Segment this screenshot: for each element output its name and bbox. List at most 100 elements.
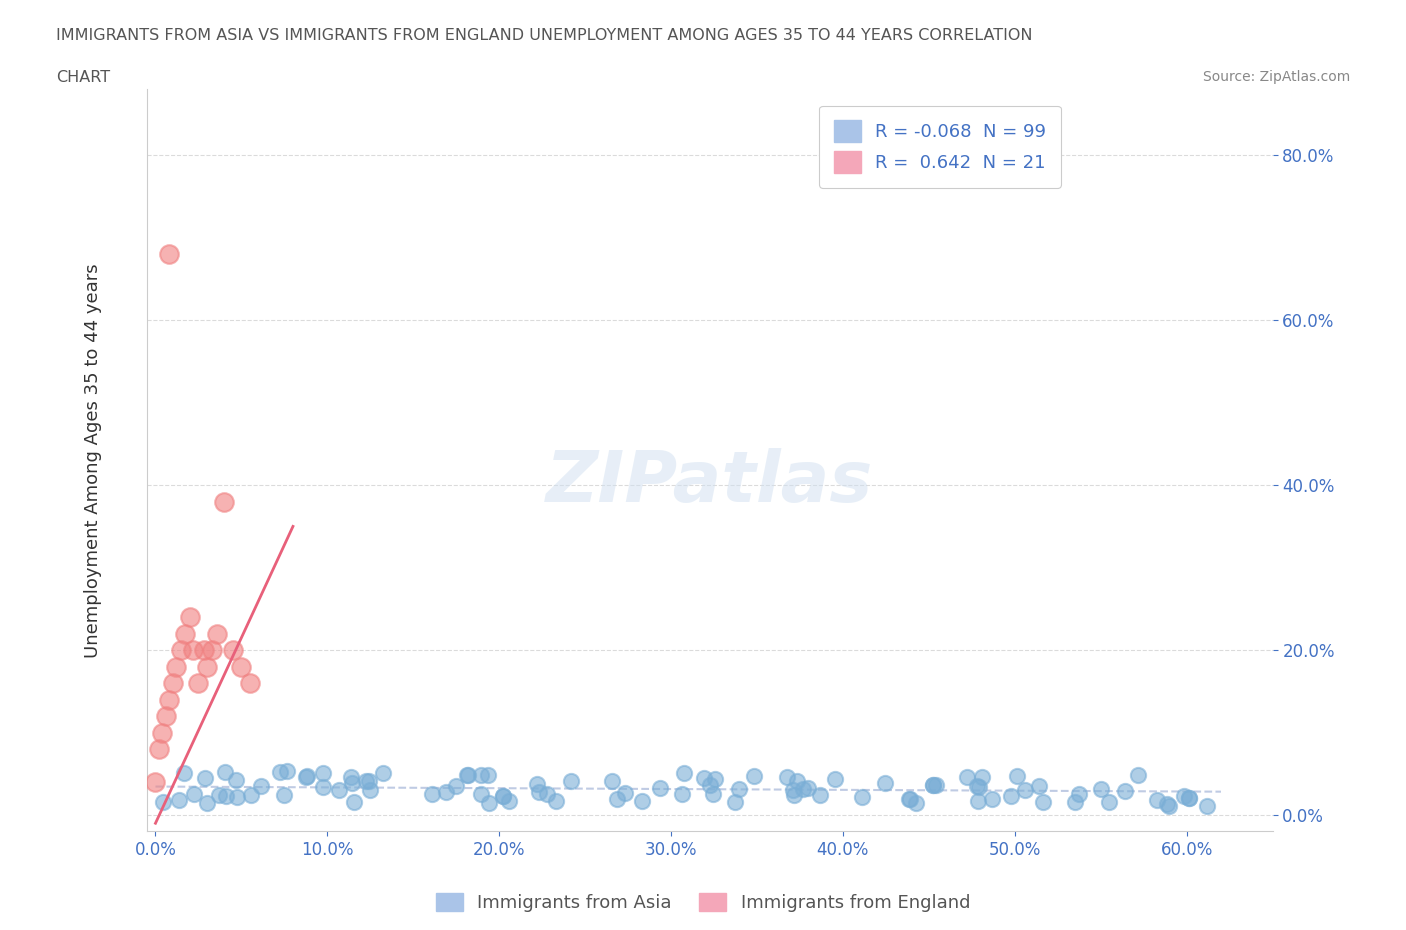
Point [1195,799,1218,814]
Point [1005,768,1028,783]
Point [225,773,247,788]
Point [152,794,174,809]
Legend: Immigrants from Asia, Immigrants from England: Immigrants from Asia, Immigrants from En… [427,884,979,921]
Point [312,766,335,781]
Point [250,778,273,793]
Point [434,784,457,799]
Point [1114,783,1136,798]
Point [1098,795,1121,810]
Point [967,779,990,794]
Point [207,626,229,641]
Text: Source: ZipAtlas.com: Source: ZipAtlas.com [1202,70,1350,84]
Point [544,793,567,808]
Point [312,779,335,794]
Point [195,795,218,810]
Point [181,643,204,658]
Point [342,776,364,790]
Point [157,692,180,707]
Point [187,675,209,690]
Point [492,789,515,804]
Point [145,775,167,790]
Point [526,777,548,791]
Point [222,643,245,658]
Point [457,767,479,782]
Point [925,777,948,792]
Point [212,494,235,509]
Point [150,725,173,740]
Point [873,776,896,790]
Point [536,787,558,802]
Point [470,786,492,801]
Text: CHART: CHART [56,70,110,85]
Point [294,769,316,784]
Point [851,790,873,804]
Point [900,791,922,806]
Point [225,790,247,804]
Point [904,796,927,811]
Point [214,765,236,780]
Point [693,771,716,786]
Point [600,774,623,789]
Point [898,791,921,806]
Point [723,795,745,810]
Point [782,782,804,797]
Point [966,778,988,793]
Point [165,659,187,674]
Point [1177,790,1199,805]
Point [157,246,180,261]
Point [797,780,820,795]
Point [1064,795,1087,810]
Point [269,764,291,779]
Point [671,787,693,802]
Point [478,795,501,810]
Point [477,768,499,783]
Point [922,777,945,792]
Text: ZIPatlas: ZIPatlas [546,448,873,517]
Point [966,793,988,808]
Point [1146,792,1168,807]
Point [201,643,224,658]
Point [970,769,993,784]
Point [1032,794,1054,809]
Point [783,788,806,803]
Point [606,791,628,806]
Point [1028,778,1050,793]
Point [194,770,217,785]
Point [808,787,831,802]
Point [1014,782,1036,797]
Point [295,768,318,783]
Point [727,781,749,796]
Point [704,771,727,786]
Point [359,782,381,797]
Point [239,675,262,690]
Legend: R = -0.068  N = 99, R =  0.642  N = 21: R = -0.068 N = 99, R = 0.642 N = 21 [820,106,1062,188]
Point [215,789,238,804]
Point [240,788,263,803]
Point [498,793,520,808]
Point [614,786,637,801]
Point [955,769,977,784]
Point [824,772,846,787]
Point [1157,799,1180,814]
Point [702,787,724,802]
Point [456,767,478,782]
Point [183,787,205,802]
Point [492,789,515,804]
Point [148,741,170,756]
Point [1090,781,1112,796]
Point [1067,786,1090,801]
Point [231,659,253,674]
Point [776,770,799,785]
Point [170,643,193,658]
Point [786,774,808,789]
Point [699,777,721,792]
Point [444,779,467,794]
Point [193,643,215,658]
Point [560,773,582,788]
Point [981,791,1004,806]
Point [167,792,190,807]
Point [1126,767,1149,782]
Point [371,765,394,780]
Point [1156,796,1178,811]
Point [422,787,444,802]
